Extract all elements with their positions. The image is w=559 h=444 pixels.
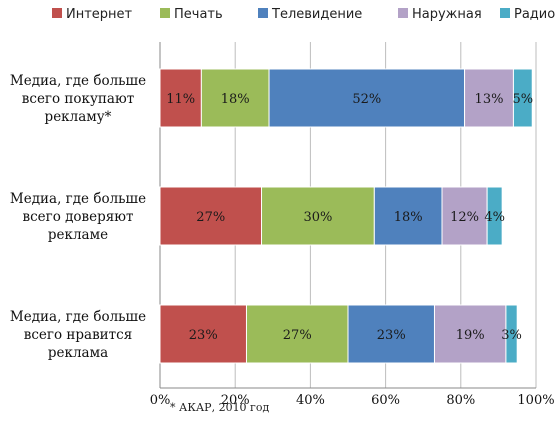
x-tick-label: 0% — [150, 393, 171, 408]
data-label: 52% — [352, 92, 381, 107]
data-label: 5% — [513, 92, 534, 107]
data-label: 19% — [456, 328, 485, 343]
category-label: Медиа, где больше всего нравится реклама — [10, 309, 146, 361]
bar-segment — [245, 304, 349, 364]
legend-label: Телевидение — [271, 7, 362, 22]
data-label: 13% — [475, 92, 504, 107]
bar-segment — [268, 68, 466, 128]
x-tick-label: 20% — [221, 393, 250, 408]
data-label: 4% — [484, 210, 505, 225]
x-tick-label: 100% — [517, 393, 554, 408]
category-label: Медиа, где больше всего доверяют рекламе — [10, 191, 146, 243]
legend-swatch — [52, 8, 62, 18]
bar-segment — [159, 186, 263, 246]
x-tick-label: 80% — [446, 393, 475, 408]
legend-swatch — [500, 8, 510, 18]
bars: 11% 18% 52% 13% 5% 27% 30% 18% 12% 4% 23% 27% 23% 19%… — [159, 68, 534, 364]
bar-segment — [200, 68, 270, 128]
data-label: 11% — [166, 92, 195, 107]
data-label: 27% — [196, 210, 225, 225]
x-tick-label: 60% — [371, 393, 400, 408]
data-label: 3% — [501, 328, 522, 343]
legend-label: Наружная — [412, 7, 482, 22]
data-label: 27% — [283, 328, 312, 343]
data-label: 18% — [394, 210, 423, 225]
legend-label: Интернет — [66, 7, 133, 22]
legend-label: Радио — [514, 7, 555, 22]
bar-segment — [464, 68, 514, 128]
footnote: * АКАР, 2010 год — [170, 401, 269, 414]
bar-segment — [347, 304, 435, 364]
category-labels: Медиа, где больше всего покупают рекламу* М… — [10, 73, 146, 361]
data-label: 18% — [221, 92, 250, 107]
legend-swatch — [160, 8, 170, 18]
legend-swatch — [398, 8, 408, 18]
bar-segment — [486, 186, 503, 246]
data-label: 30% — [303, 210, 332, 225]
data-label: 23% — [377, 328, 406, 343]
bar-segment — [512, 68, 533, 128]
data-label: 12% — [450, 210, 479, 225]
legend-swatch — [258, 8, 268, 18]
x-axis-tick-labels: 0% 20% 40% 60% 80% 100% — [150, 393, 555, 408]
bar-segment — [159, 304, 247, 364]
bar-segment — [505, 304, 518, 364]
x-tick-label: 40% — [296, 393, 325, 408]
bar-segment — [159, 68, 202, 128]
bar-segment — [373, 186, 443, 246]
legend-label: Печать — [174, 7, 223, 22]
bar-segment — [441, 186, 488, 246]
legend: Интернет Печать Телевидение Наружная Радио — [52, 7, 555, 22]
bar-segment — [261, 186, 375, 246]
data-label: 23% — [189, 328, 218, 343]
category-label: Медиа, где больше всего покупают рекламу* — [10, 73, 146, 125]
